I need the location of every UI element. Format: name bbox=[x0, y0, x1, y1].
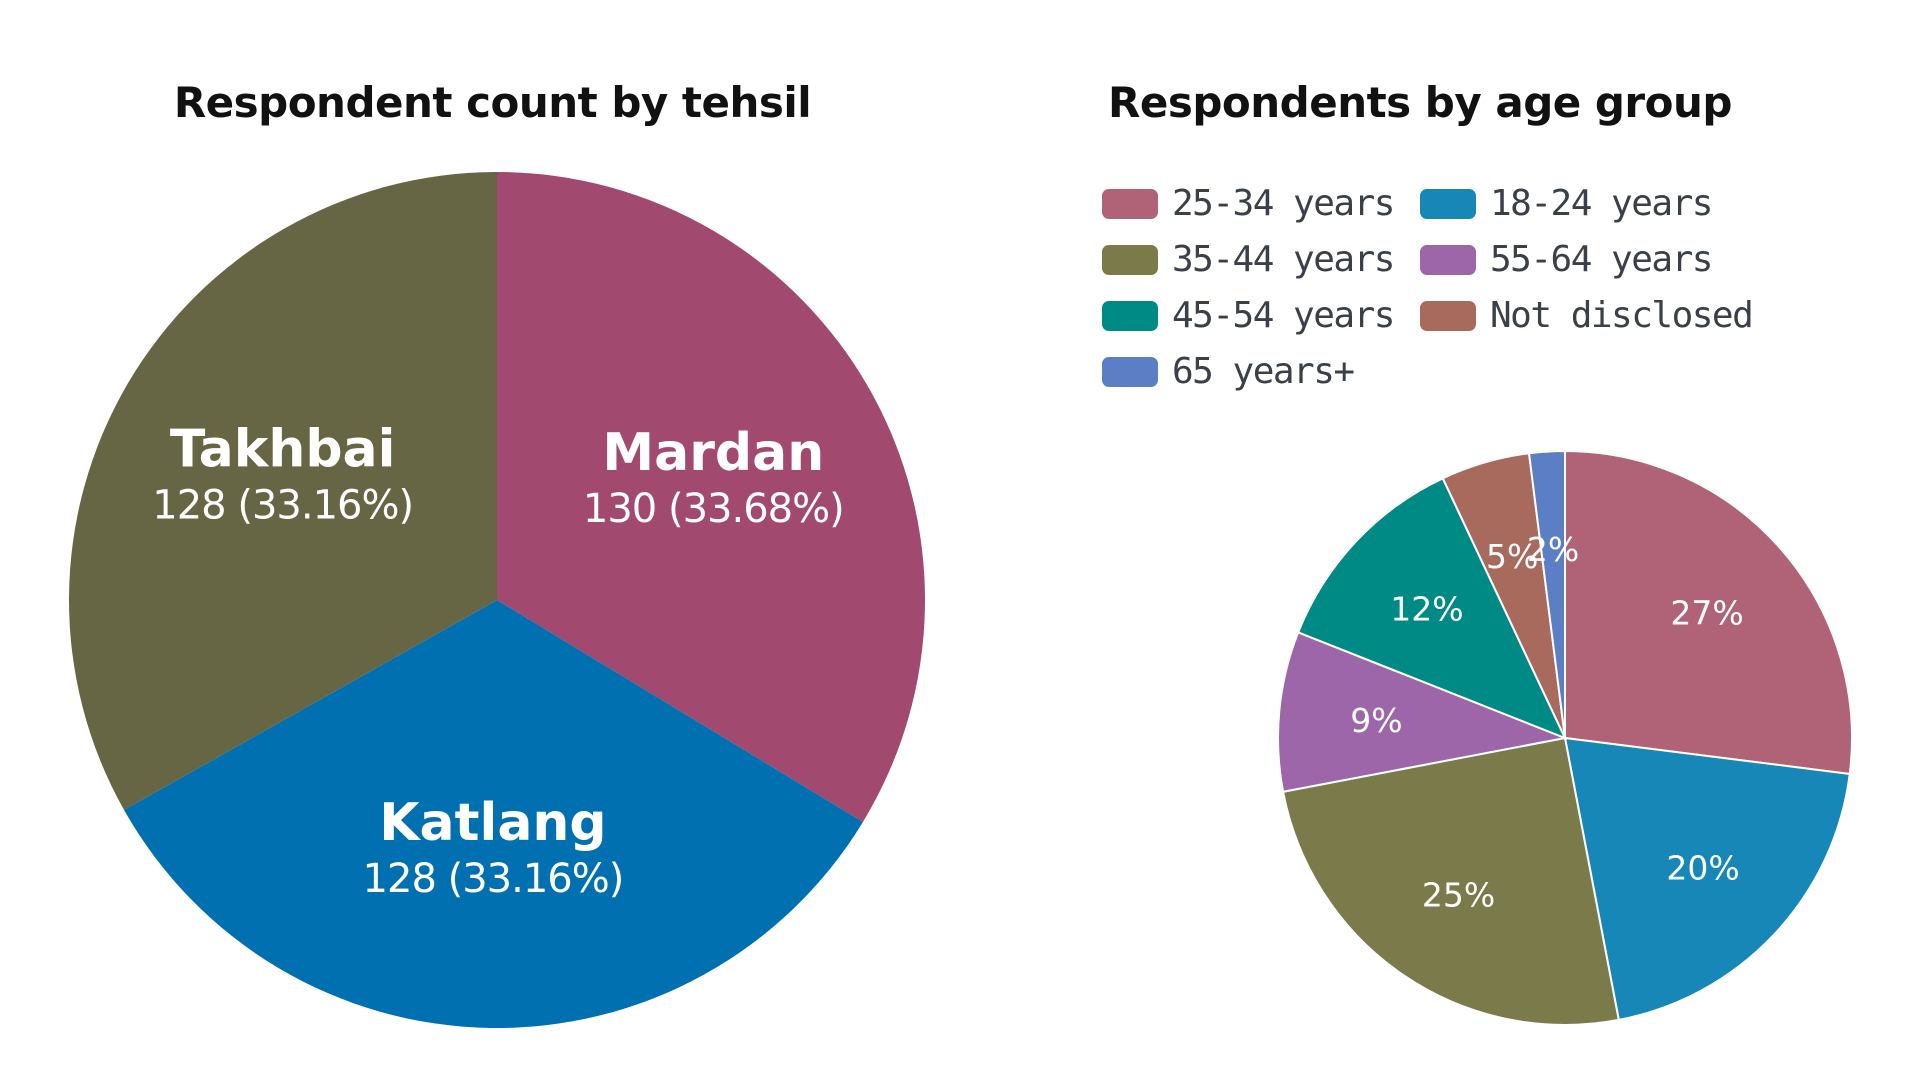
legend-label-35-44-years: 35-44 years bbox=[1172, 239, 1395, 280]
legend-item-not-disclosed: Not disclosed bbox=[1420, 295, 1754, 336]
legend-label-65-years: 65 years+ bbox=[1172, 351, 1355, 392]
legend-item-65-years: 65 years+ bbox=[1102, 351, 1355, 392]
pie-slice-takhbai bbox=[69, 172, 497, 810]
legend-item-35-44-years: 35-44 years bbox=[1102, 239, 1395, 280]
age-group-chart-title: Respondents by age group bbox=[1108, 78, 1732, 127]
slice-percent-label-65-years: 2% bbox=[1527, 530, 1579, 569]
age-group-pie-chart: 27% 20% 25% 9% 12% 5%2% bbox=[1276, 449, 1853, 1026]
slice-name-label-takhbai: Takhbai bbox=[170, 420, 396, 480]
slice-value-label-katlang: 128 (33.16%) bbox=[363, 856, 624, 902]
pie-slice-katlang bbox=[124, 600, 863, 1028]
slice-percent-label-45-54-years: 12% bbox=[1390, 589, 1463, 628]
pie-slice-55-64-years bbox=[1276, 631, 1569, 793]
pie-slice-mardan bbox=[497, 172, 925, 822]
slice-percent-label-25-34-years: 27% bbox=[1670, 594, 1743, 633]
legend-swatch-65-years bbox=[1102, 356, 1158, 387]
pie-slice-65-years bbox=[1527, 449, 1566, 739]
slice-percent-label-18-24-years: 20% bbox=[1666, 849, 1739, 888]
legend-label-25-34-years: 25-34 years bbox=[1172, 183, 1395, 224]
legend-swatch-18-24-years bbox=[1420, 188, 1476, 219]
legend-label-45-54-years: 45-54 years bbox=[1172, 295, 1395, 336]
legend-swatch-45-54-years bbox=[1102, 300, 1158, 331]
legend-label-55-64-years: 55-64 years bbox=[1490, 239, 1713, 280]
slice-name-label-katlang: Katlang bbox=[379, 793, 606, 853]
legend-item-18-24-years: 18-24 years bbox=[1420, 183, 1713, 224]
pie-slice-45-54-years bbox=[1296, 476, 1567, 740]
slice-percent-label-55-64-years: 9% bbox=[1350, 701, 1402, 740]
pie-slice-35-44-years bbox=[1281, 736, 1620, 1026]
legend-swatch-not-disclosed bbox=[1420, 300, 1476, 331]
legend-swatch-25-34-years bbox=[1102, 188, 1158, 219]
legend-item-25-34-years: 25-34 years bbox=[1102, 183, 1395, 224]
legend-swatch-35-44-years bbox=[1102, 244, 1158, 275]
legend-label-not-disclosed: Not disclosed bbox=[1490, 295, 1754, 336]
tehsil-chart-title: Respondent count by tehsil bbox=[173, 78, 812, 127]
legend-label-18-24-years: 18-24 years bbox=[1490, 183, 1713, 224]
pie-slice-25-34-years bbox=[1564, 449, 1853, 776]
slice-value-label-mardan: 130 (33.68%) bbox=[583, 486, 844, 532]
pie-slice-18-24-years bbox=[1563, 736, 1851, 1022]
slice-name-label-mardan: Mardan bbox=[602, 423, 824, 483]
slice-percent-label-35-44-years: 25% bbox=[1422, 876, 1495, 915]
legend-item-55-64-years: 55-64 years bbox=[1420, 239, 1713, 280]
slice-percent-label-not-disclosed: 5% bbox=[1486, 537, 1538, 576]
legend-swatch-55-64-years bbox=[1420, 244, 1476, 275]
slice-value-label-takhbai: 128 (33.16%) bbox=[152, 483, 413, 529]
legend-item-45-54-years: 45-54 years bbox=[1102, 295, 1395, 336]
